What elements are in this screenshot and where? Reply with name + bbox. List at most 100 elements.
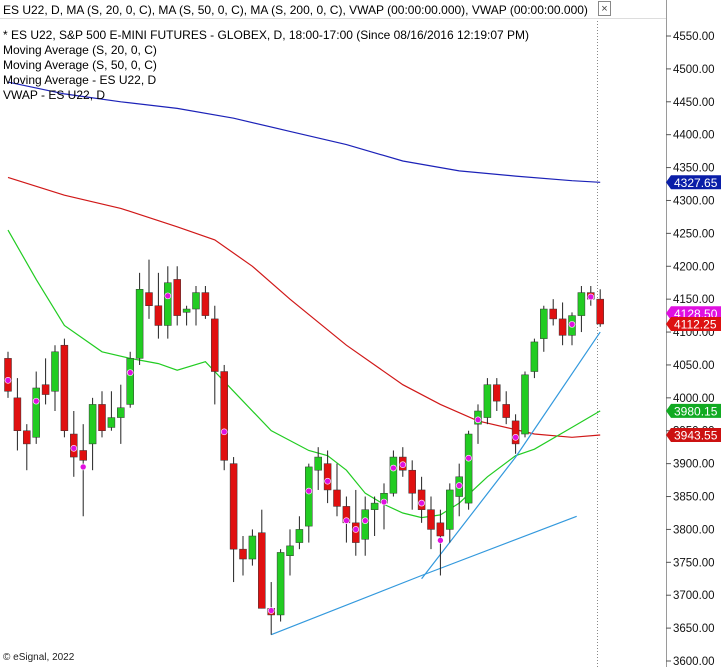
candle-body <box>540 308 548 339</box>
vwap-dot <box>324 477 331 485</box>
candle-body <box>408 469 416 494</box>
price-label-tag <box>666 427 721 442</box>
vwap-dot <box>512 434 519 441</box>
vwap-dot <box>352 526 360 533</box>
vwap-dot <box>455 482 463 489</box>
y-tick-label: 4450.00 <box>673 97 715 109</box>
vwap-dot <box>4 376 12 384</box>
candle-body <box>483 384 492 418</box>
candle-body <box>248 535 257 560</box>
candle-body <box>427 509 435 530</box>
legend-ma50: Moving Average (S, 50, 0, C) <box>3 58 157 72</box>
candle-body <box>201 292 210 316</box>
vwap-dot <box>164 292 172 300</box>
candle-body <box>276 552 285 616</box>
candle-body <box>314 456 322 471</box>
price-label-text: 4112.25 <box>674 317 717 331</box>
vwap-dots <box>4 292 595 614</box>
vwap-dot <box>361 517 369 524</box>
y-tick-label: 4400.00 <box>673 130 715 142</box>
y-tick-label: 3650.00 <box>673 623 715 635</box>
candle-body <box>107 417 116 428</box>
vwap-dot <box>437 537 444 544</box>
legend-ma200: Moving Average - ES U22, D <box>3 73 157 87</box>
overlay-line-2 <box>7 229 601 519</box>
candle-body <box>182 308 191 313</box>
candle-body <box>164 282 172 326</box>
candle-body <box>286 545 294 556</box>
candle-body <box>229 463 238 550</box>
vwap-dot <box>343 517 350 524</box>
vwap-dot <box>220 428 228 436</box>
candle-body <box>596 298 604 325</box>
y-tick-label: 4500.00 <box>673 64 715 76</box>
candle-body <box>220 371 228 461</box>
y-tick-label: 4050.00 <box>673 360 715 372</box>
overlay-lines <box>7 81 601 636</box>
candle-body <box>549 308 557 320</box>
y-tick-label: 4550.00 <box>673 31 715 43</box>
candle-body <box>41 384 50 395</box>
y-tick-label: 3900.00 <box>673 459 715 471</box>
candle-body <box>295 529 304 543</box>
candle-body <box>145 292 153 306</box>
vwap-dot <box>399 461 407 469</box>
legend-symbol: * ES U22, S&P 500 E-MINI FUTURES - GLOBE… <box>3 28 530 42</box>
vwap-dot <box>587 293 595 301</box>
close-icon[interactable]: × <box>598 1 611 16</box>
price-label-tag <box>666 306 721 321</box>
candle-body <box>51 351 59 392</box>
copyright-footer: © eSignal, 2022 <box>3 652 75 663</box>
candle-body <box>79 450 87 461</box>
y-tick-label: 4250.00 <box>673 228 715 240</box>
candle-body <box>135 289 144 359</box>
candle-body <box>60 344 69 431</box>
price-label-text: 3980.15 <box>674 404 718 418</box>
overlay-line-3 <box>270 515 577 636</box>
vwap-dot <box>70 444 78 452</box>
y-tick-label: 4300.00 <box>673 195 715 207</box>
candle-body <box>117 407 125 418</box>
candle-body <box>211 318 219 372</box>
vwap-dot <box>390 464 397 472</box>
legend-vwap: VWAP - ES U22, D <box>3 88 106 102</box>
price-label-tag <box>666 175 721 190</box>
y-tick-label: 4200.00 <box>673 261 715 273</box>
candle-body <box>521 374 529 435</box>
candle-body <box>370 502 379 510</box>
candle-body <box>126 358 134 405</box>
overlay-line-0 <box>7 81 601 183</box>
candle-body <box>530 341 539 372</box>
candle-body <box>239 548 247 560</box>
candle-body <box>361 509 369 540</box>
vwap-dot <box>79 463 87 471</box>
y-tick-label: 3600.00 <box>673 656 715 667</box>
candle-body <box>493 384 501 402</box>
vwap-dot <box>126 369 134 376</box>
vwap-dot <box>267 607 275 614</box>
y-tick-label: 3700.00 <box>673 590 715 602</box>
candle-body <box>577 292 586 316</box>
candle-body <box>13 397 22 431</box>
overlay-line-4 <box>421 331 601 580</box>
y-tick-label: 3750.00 <box>673 557 715 569</box>
vwap-dot <box>32 397 40 405</box>
candle-body <box>192 292 200 310</box>
y-tick-label: 3800.00 <box>673 524 715 536</box>
overlay-line-1 <box>7 176 601 438</box>
candle-body <box>436 522 445 537</box>
vwap-dot <box>474 416 482 424</box>
price-axis-ticks: 4550.00 4500.00 4450.00 4400.00 4350.00 4300.… <box>666 31 715 667</box>
vwap-dot <box>305 487 313 495</box>
legend-ma20: Moving Average (S, 20, 0, C) <box>3 43 157 57</box>
candle-body <box>305 466 313 527</box>
candle-body <box>446 489 454 530</box>
y-tick-label: 4000.00 <box>673 393 715 405</box>
candle-body <box>98 404 106 431</box>
price-label-tag <box>666 316 721 331</box>
y-tick-label: 4350.00 <box>673 163 715 175</box>
vwap-dot <box>380 498 388 506</box>
candle-body <box>23 430 31 445</box>
